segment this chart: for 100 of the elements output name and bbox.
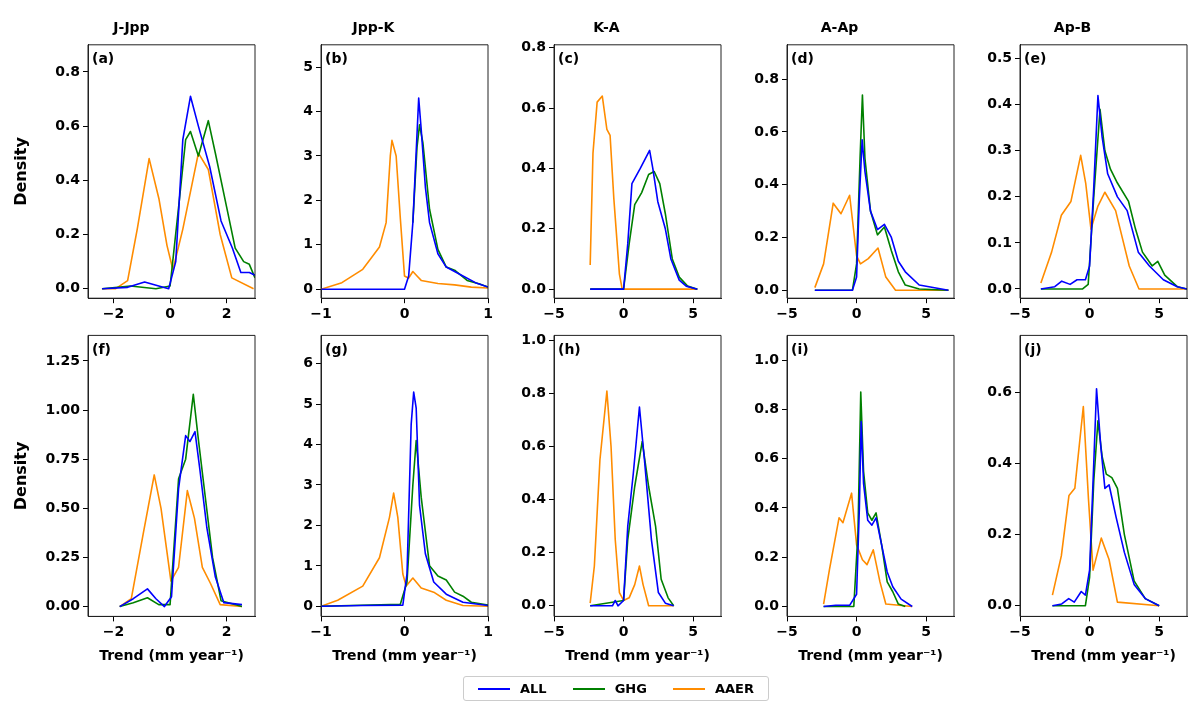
y-tick-label: 0.2	[55, 225, 80, 242]
annotation: (a)	[92, 50, 115, 67]
x-tick-label: 2	[221, 305, 232, 322]
y-tick-label: 4	[303, 102, 314, 119]
x-tick-label: 0	[851, 305, 862, 322]
y-tick-label: 1	[303, 556, 313, 573]
y-tick-label: 3	[303, 475, 313, 492]
y-tick-label: 0.0	[521, 279, 547, 296]
y-tick-label: 0.8	[55, 62, 80, 79]
y-tick-label: 0.0	[754, 597, 780, 614]
y-tick-label: 1	[303, 235, 313, 252]
x-tick-label: 5	[1154, 623, 1165, 640]
x-tick-label: −5	[776, 305, 798, 322]
y-tick-label: 0.2	[987, 187, 1012, 204]
x-tick-label: 1	[483, 305, 493, 322]
y-tick-label: 0.6	[987, 382, 1012, 399]
y-tick-label: 0.1	[987, 233, 1012, 250]
y-tick-label: 0	[303, 596, 314, 613]
y-tick-label: 0.4	[987, 454, 1013, 471]
x-tick-label: 0	[1084, 623, 1095, 640]
x-tick-label: 0	[1084, 305, 1095, 322]
x-tick-label: −1	[310, 623, 332, 640]
x-axis-title: Trend (mm year⁻¹)	[565, 647, 710, 664]
y-tick-label: 0.50	[45, 498, 81, 515]
y-tick-label: 6	[303, 354, 313, 371]
y-tick-label: 0.8	[754, 69, 779, 86]
y-axis-title: Density	[10, 441, 30, 511]
x-tick-label: 1	[483, 623, 493, 640]
y-tick-label: 2	[303, 516, 313, 533]
y-tick-label: 0.2	[521, 219, 546, 236]
x-tick-label: −2	[102, 623, 125, 640]
chart-title: Jpp-K	[351, 19, 396, 36]
y-tick-label: 2	[303, 191, 313, 208]
y-tick-label: 0.4	[754, 498, 780, 515]
chart-title: K-A	[593, 19, 620, 36]
x-axis-title: Trend (mm year⁻¹)	[1031, 647, 1176, 664]
y-tick-label: 0.6	[521, 437, 546, 454]
y-tick-label: 0.2	[521, 543, 546, 560]
x-axis-title: Trend (mm year⁻¹)	[99, 647, 244, 664]
x-tick-label: −2	[102, 305, 125, 322]
x-tick-label: 0	[851, 623, 862, 640]
annotation: (f)	[92, 341, 111, 358]
x-tick-label: 5	[688, 305, 699, 322]
x-tick-label: −5	[543, 305, 565, 322]
y-tick-label: 4	[303, 435, 314, 452]
y-tick-label: 0.0	[754, 280, 780, 297]
annotation: (c)	[558, 50, 580, 67]
x-tick-label: 0	[618, 305, 629, 322]
chart-title: A-Ap	[820, 19, 859, 36]
x-tick-label: −5	[1009, 305, 1031, 322]
y-tick-label: 0.4	[754, 175, 780, 192]
y-tick-label: 1.00	[45, 400, 81, 417]
y-tick-label: 0.0	[55, 279, 81, 296]
annotation: (g)	[325, 341, 348, 358]
annotation: (b)	[325, 50, 348, 67]
y-tick-label: 0.0	[987, 596, 1013, 613]
y-tick-label: 0	[303, 279, 314, 296]
y-tick-label: 0.2	[987, 525, 1012, 542]
x-tick-label: −1	[310, 305, 332, 322]
y-tick-label: 3	[303, 146, 313, 163]
annotation: (h)	[558, 341, 581, 358]
x-tick-label: 5	[921, 623, 932, 640]
y-tick-label: 0.25	[45, 548, 80, 565]
y-tick-label: 0.4	[521, 490, 547, 507]
y-axis-title: Density	[10, 136, 30, 206]
y-tick-label: 1.25	[45, 351, 80, 368]
annotation: (e)	[1024, 50, 1047, 67]
chart-title: J-Jpp	[112, 19, 150, 36]
y-tick-label: 0.3	[987, 141, 1012, 158]
y-tick-label: 0.2	[754, 547, 779, 564]
y-tick-label: 0.8	[521, 38, 546, 55]
y-tick-label: 0.8	[521, 384, 546, 401]
x-tick-label: 5	[1154, 305, 1165, 322]
y-tick-label: 0.4	[521, 159, 547, 176]
y-tick-label: 0.4	[987, 95, 1013, 112]
y-tick-label: 5	[303, 394, 313, 411]
legend-label: GHG	[614, 681, 647, 696]
x-tick-label: 0	[399, 305, 410, 322]
y-tick-label: 0.8	[754, 399, 779, 416]
x-tick-label: 0	[165, 305, 176, 322]
y-tick-label: 0.0	[987, 279, 1013, 296]
x-tick-label: 2	[221, 623, 232, 640]
y-tick-label: 0.6	[754, 449, 779, 466]
x-axis-title: Trend (mm year⁻¹)	[332, 647, 477, 664]
legend-label: ALL	[520, 681, 547, 696]
y-tick-label: 0.00	[45, 597, 81, 614]
annotation: (d)	[791, 50, 814, 67]
chart-title: Ap-B	[1053, 19, 1092, 36]
y-tick-label: 5	[303, 57, 313, 74]
y-tick-label: 0.6	[55, 116, 80, 133]
y-tick-label: 0.4	[55, 170, 81, 187]
annotation: (j)	[1024, 341, 1042, 358]
x-axis-title: Trend (mm year⁻¹)	[798, 647, 943, 664]
x-tick-label: −5	[1009, 623, 1031, 640]
y-tick-label: 0.0	[521, 596, 547, 613]
y-tick-label: 1.0	[754, 350, 780, 367]
x-tick-label: 0	[165, 623, 176, 640]
y-tick-label: 0.75	[45, 449, 80, 466]
x-tick-label: −5	[543, 623, 565, 640]
y-tick-label: 1.0	[521, 331, 547, 348]
